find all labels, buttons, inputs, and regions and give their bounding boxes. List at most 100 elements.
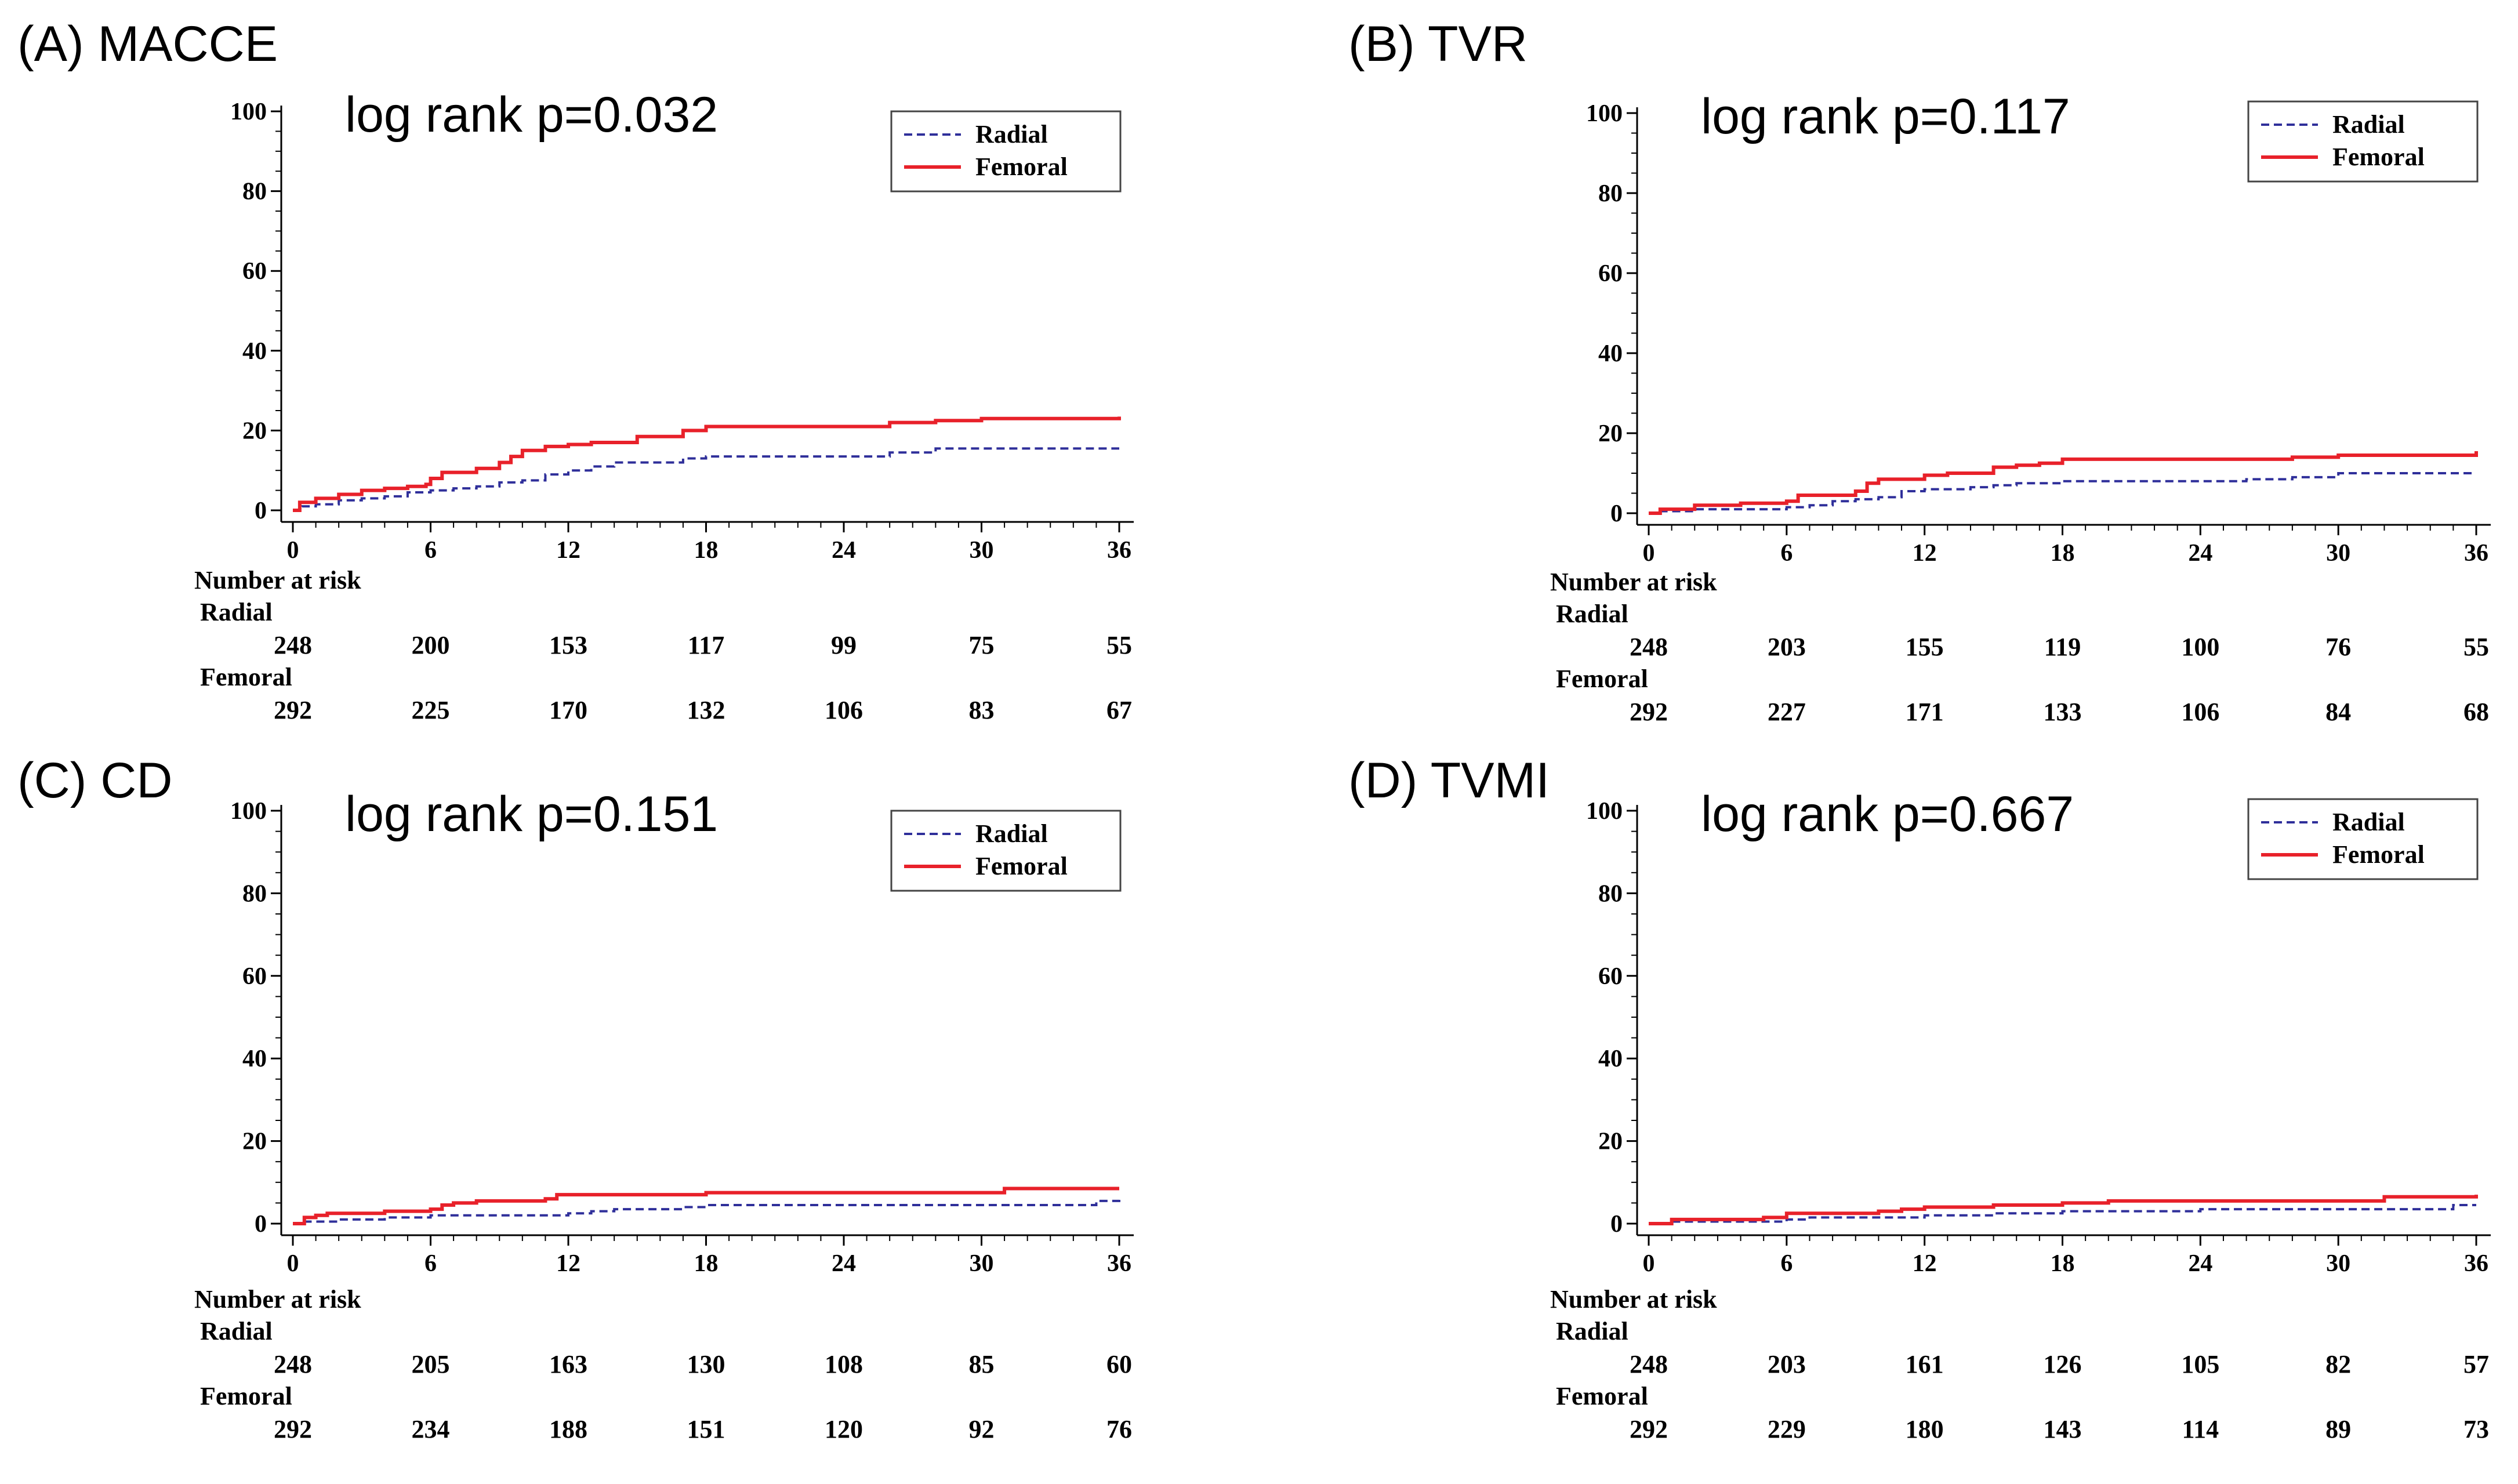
panel-title: (D) TVMI xyxy=(1348,753,1550,808)
risk-count: 106 xyxy=(825,696,863,724)
x-tick-label: 36 xyxy=(1107,537,1131,564)
x-tick-label: 18 xyxy=(694,1250,719,1277)
curve-radial xyxy=(1649,472,2476,514)
risk-count: 85 xyxy=(969,1350,995,1378)
legend-label-radial: Radial xyxy=(975,120,1048,148)
x-tick-label: 18 xyxy=(2051,1250,2075,1277)
y-tick-label: 40 xyxy=(242,1046,267,1072)
risk-count: 292 xyxy=(274,1415,312,1443)
x-tick-label: 24 xyxy=(832,537,856,564)
y-tick-label: 20 xyxy=(1598,420,1623,447)
curve-femoral xyxy=(1649,1195,2478,1225)
risk-count: 133 xyxy=(2044,698,2082,726)
risk-group-label: Femoral xyxy=(200,1382,292,1410)
x-tick-label: 12 xyxy=(1913,1250,1937,1277)
risk-count: 132 xyxy=(687,696,725,724)
y-tick-label: 60 xyxy=(242,258,267,285)
x-tick-label: 0 xyxy=(1643,540,1655,567)
legend-label-radial: Radial xyxy=(975,819,1048,848)
y-tick-label: 80 xyxy=(242,179,267,205)
x-tick-label: 0 xyxy=(287,1250,299,1277)
legend-label-femoral: Femoral xyxy=(2332,840,2425,869)
risk-group-label: Femoral xyxy=(200,663,292,691)
risk-group-label: Femoral xyxy=(1556,665,1648,693)
legend-box xyxy=(890,810,1122,892)
risk-count: 117 xyxy=(688,631,725,659)
risk-count: 73 xyxy=(2463,1415,2489,1443)
risk-count: 292 xyxy=(1630,698,1668,726)
risk-count: 188 xyxy=(549,1415,587,1443)
x-tick-label: 6 xyxy=(424,1250,437,1277)
y-tick-label: 100 xyxy=(1586,798,1623,825)
curve-femoral xyxy=(1649,451,2478,515)
curve-radial xyxy=(1649,1203,2476,1225)
legend-box xyxy=(2247,100,2479,183)
km-panel-1: (A) MACCE log rank p=0.032 0 20 40 60 80 100 0 6 1… xyxy=(17,16,1134,724)
risk-count: 108 xyxy=(825,1350,863,1378)
y-tick-label: 80 xyxy=(1598,180,1623,207)
y-tick-label: 100 xyxy=(230,798,267,825)
km-panel-3: (C) CD log rank p=0.151 0 20 40 60 80 100 0 6 12 18… xyxy=(17,753,1134,1443)
risk-group-label: Radial xyxy=(200,598,273,626)
risk-count: 248 xyxy=(1630,633,1668,661)
risk-count: 83 xyxy=(969,696,995,724)
risk-count: 106 xyxy=(2181,698,2219,726)
x-tick-label: 30 xyxy=(970,537,994,564)
x-tick-label: 0 xyxy=(287,537,299,564)
x-tick-label: 0 xyxy=(1643,1250,1655,1277)
risk-count: 227 xyxy=(1768,698,1806,726)
risk-group-label: Radial xyxy=(200,1317,273,1345)
curve-femoral xyxy=(293,1187,1119,1225)
risk-count: 130 xyxy=(687,1350,725,1378)
y-tick-label: 20 xyxy=(1598,1129,1623,1155)
risk-count: 82 xyxy=(2325,1350,2351,1378)
risk-count: 120 xyxy=(825,1415,863,1443)
x-tick-label: 30 xyxy=(2326,1250,2350,1277)
risk-count: 170 xyxy=(549,696,587,724)
x-tick-label: 12 xyxy=(556,537,580,564)
risk-table-heading: Number at risk xyxy=(194,566,361,594)
risk-count: 75 xyxy=(969,631,995,659)
km-panel-4: (D) TVMI log rank p=0.667 0 20 40 60 80 100 0 6 12… xyxy=(1348,753,2491,1443)
risk-count: 55 xyxy=(2463,633,2489,661)
x-tick-label: 12 xyxy=(1913,540,1937,567)
risk-count: 248 xyxy=(274,631,312,659)
x-tick-label: 30 xyxy=(2326,540,2350,567)
log-rank-annotation: log rank p=0.151 xyxy=(345,786,718,842)
y-tick-label: 40 xyxy=(1598,1046,1623,1072)
risk-count: 76 xyxy=(2325,633,2351,661)
risk-group-label: Femoral xyxy=(1556,1382,1648,1410)
legend-label-femoral: Femoral xyxy=(975,852,1068,880)
risk-count: 67 xyxy=(1106,696,1132,724)
log-rank-annotation: log rank p=0.032 xyxy=(345,87,718,143)
x-tick-label: 18 xyxy=(694,537,719,564)
risk-count: 57 xyxy=(2463,1350,2489,1378)
risk-count: 76 xyxy=(1106,1415,1132,1443)
risk-table-heading: Number at risk xyxy=(1550,568,1717,596)
x-tick-label: 6 xyxy=(1780,1250,1793,1277)
panel-title: (B) TVR xyxy=(1348,16,1528,72)
y-tick-label: 20 xyxy=(242,1129,267,1155)
risk-group-label: Radial xyxy=(1556,600,1628,628)
risk-count: 205 xyxy=(412,1350,450,1378)
legend-label-radial: Radial xyxy=(2332,110,2405,139)
y-tick-label: 0 xyxy=(255,1211,267,1238)
x-tick-label: 6 xyxy=(424,537,437,564)
y-tick-label: 0 xyxy=(1610,1211,1623,1238)
legend-label-femoral: Femoral xyxy=(975,153,1068,181)
y-tick-label: 80 xyxy=(1598,880,1623,907)
risk-count: 200 xyxy=(412,631,450,659)
risk-count: 163 xyxy=(549,1350,587,1378)
risk-count: 292 xyxy=(274,696,312,724)
x-tick-label: 24 xyxy=(2188,1250,2212,1277)
risk-count: 92 xyxy=(969,1415,995,1443)
risk-count: 151 xyxy=(687,1415,725,1443)
y-tick-label: 60 xyxy=(1598,963,1623,990)
risk-count: 153 xyxy=(549,631,587,659)
risk-count: 180 xyxy=(1906,1415,1944,1443)
risk-count: 119 xyxy=(2044,633,2081,661)
y-tick-label: 20 xyxy=(242,418,267,444)
risk-count: 248 xyxy=(274,1350,312,1378)
risk-count: 105 xyxy=(2181,1350,2219,1378)
